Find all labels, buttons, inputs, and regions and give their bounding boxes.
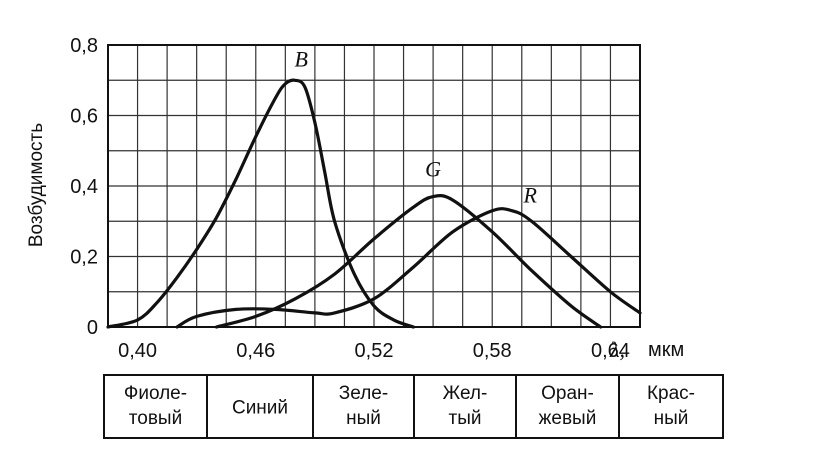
band-label: Синий xyxy=(232,398,288,419)
curve-label-g: G xyxy=(425,157,441,182)
band-label: Крас- xyxy=(647,383,695,404)
color-band: Синий xyxy=(232,398,288,419)
color-band: Фиоле-товый xyxy=(124,383,187,429)
band-label: Оран- xyxy=(541,383,594,404)
band-label: тый xyxy=(449,408,482,429)
plot-frame xyxy=(107,44,641,328)
y-tick-label: 0 xyxy=(87,317,98,339)
x-axis-symbol: λ, xyxy=(609,337,625,362)
y-axis-label: Возбудимость xyxy=(26,123,47,247)
curve-label-r: R xyxy=(522,183,537,208)
color-band: Оран-жевый xyxy=(539,383,597,429)
band-label: Зеле- xyxy=(339,383,388,404)
y-tick-labels: 0 0,2 0,4 0,6 0,8 xyxy=(70,35,98,339)
curve-g xyxy=(214,194,603,329)
plot-border xyxy=(107,44,641,328)
band-label: ный xyxy=(346,408,381,429)
band-label: товый xyxy=(129,408,182,429)
x-tick-label: 0,40 xyxy=(118,340,157,362)
color-band: Жел-тый xyxy=(443,383,488,429)
x-tick-label: 0,64 xyxy=(591,340,630,362)
x-tick-label: 0,46 xyxy=(236,340,275,362)
y-tick-label: 0,6 xyxy=(70,106,98,128)
band-label: жевый xyxy=(539,408,597,429)
x-tick-label: 0,58 xyxy=(473,340,512,362)
x-tick-labels: 0,40 0,46 0,52 0,58 0,64 xyxy=(118,340,630,362)
curve-b xyxy=(106,78,415,329)
band-label: Фиоле- xyxy=(124,383,187,404)
x-tick-label: 0,52 xyxy=(355,340,394,362)
curve-label-b: B xyxy=(294,46,307,71)
curve-labels: B G R xyxy=(294,46,537,207)
y-tick-label: 0,8 xyxy=(70,35,98,57)
color-bands-table: Фиоле-товый Синий Зеле-ный Жел-тый Оран-жевы… xyxy=(103,374,724,439)
curves xyxy=(106,78,642,329)
band-label: Жел- xyxy=(443,383,488,404)
y-tick-label: 0,2 xyxy=(70,247,98,269)
curve-r xyxy=(175,207,642,329)
color-band: Зеле-ный xyxy=(339,383,388,429)
band-label: ный xyxy=(654,408,689,429)
grid xyxy=(108,45,641,327)
y-tick-label: 0,4 xyxy=(70,176,98,198)
color-band: Крас-ный xyxy=(647,383,695,429)
x-axis-unit: мкм xyxy=(648,339,684,361)
